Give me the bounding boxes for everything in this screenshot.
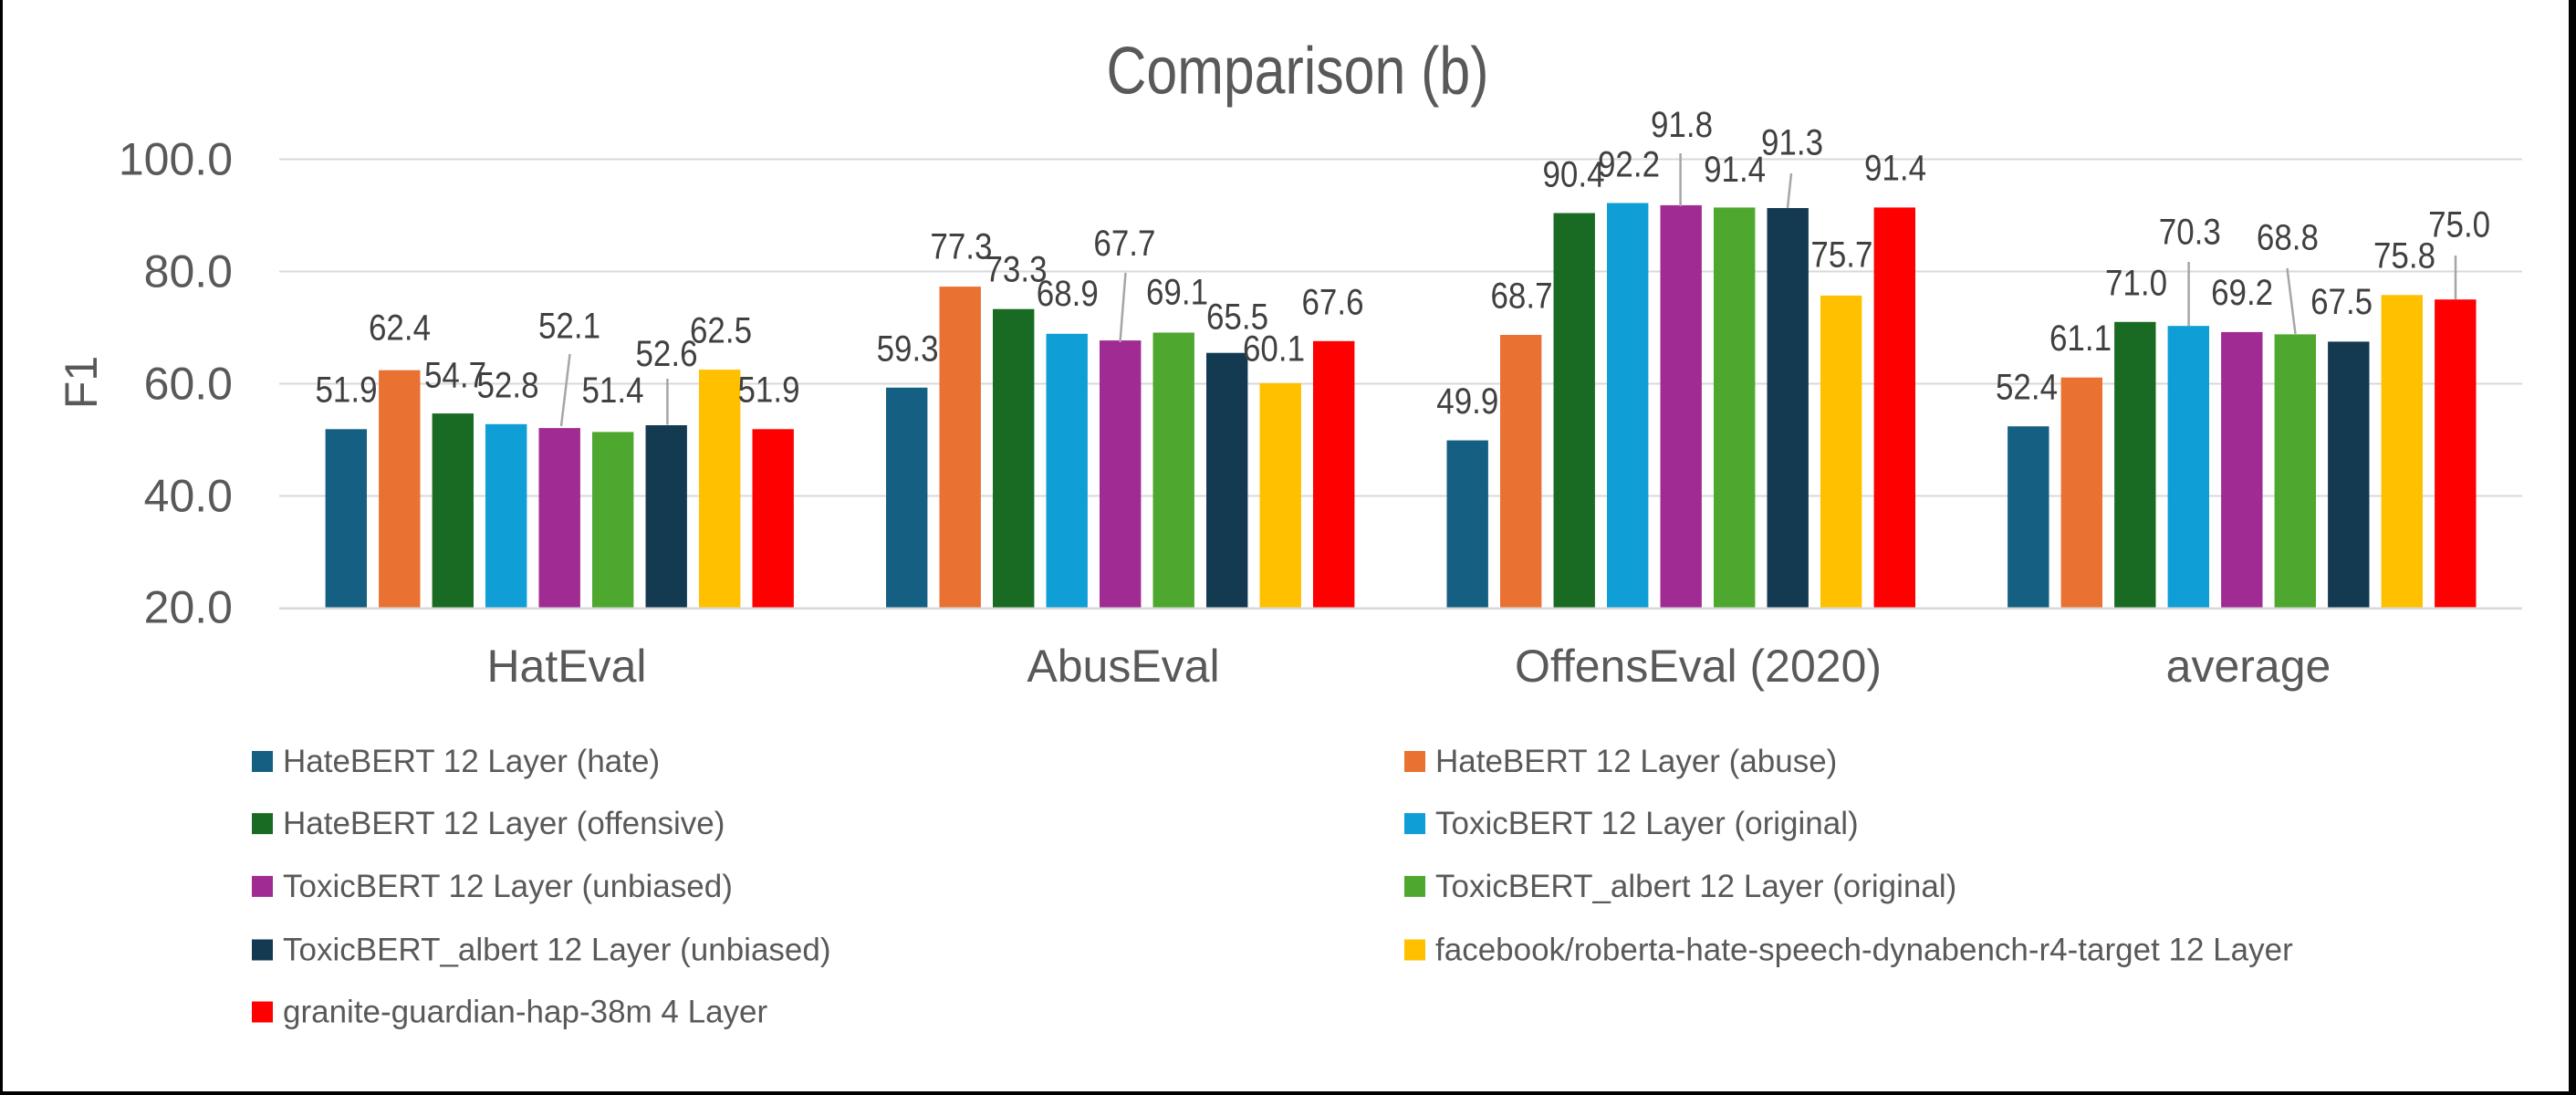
svg-text:51.4: 51.4 — [582, 370, 644, 411]
svg-text:HateBERT 12 Layer (offensive): HateBERT 12 Layer (offensive) — [283, 806, 725, 841]
svg-text:67.6: 67.6 — [1302, 283, 1364, 323]
svg-text:granite-guardian-hap-38m 4 Lay: granite-guardian-hap-38m 4 Layer — [283, 995, 767, 1030]
svg-text:49.9: 49.9 — [1436, 381, 1498, 422]
svg-text:HateBERT 12 Layer (hate): HateBERT 12 Layer (hate) — [283, 744, 660, 779]
svg-text:ToxicBERT 12 Layer (original): ToxicBERT 12 Layer (original) — [1435, 806, 1859, 841]
svg-text:ToxicBERT_albert 12 Layer (ori: ToxicBERT_albert 12 Layer (original) — [1435, 869, 1956, 904]
svg-text:91.4: 91.4 — [1704, 150, 1766, 190]
svg-text:91.4: 91.4 — [1864, 149, 1926, 189]
svg-text:AbusEval: AbusEval — [1027, 641, 1219, 692]
svg-text:52.8: 52.8 — [477, 366, 539, 406]
svg-text:20.0: 20.0 — [144, 582, 233, 633]
svg-text:65.5: 65.5 — [1206, 297, 1268, 338]
svg-text:80.0: 80.0 — [144, 246, 233, 297]
svg-text:75.7: 75.7 — [1810, 235, 1872, 276]
svg-text:62.5: 62.5 — [690, 311, 752, 351]
svg-text:40.0: 40.0 — [144, 471, 233, 522]
svg-text:ToxicBERT_albert 12 Layer (unb: ToxicBERT_albert 12 Layer (unbiased) — [283, 933, 831, 968]
svg-text:75.0: 75.0 — [2428, 205, 2490, 245]
svg-text:68.8: 68.8 — [2257, 218, 2319, 258]
svg-text:59.3: 59.3 — [877, 328, 939, 369]
svg-text:HatEval: HatEval — [486, 641, 646, 692]
svg-text:62.4: 62.4 — [369, 308, 431, 349]
svg-text:92.2: 92.2 — [1598, 145, 1660, 185]
svg-text:52.4: 52.4 — [1996, 368, 2058, 408]
svg-text:75.8: 75.8 — [2373, 236, 2435, 276]
svg-text:51.9: 51.9 — [316, 370, 378, 411]
svg-text:Comparison (b): Comparison (b) — [1107, 35, 1489, 109]
svg-text:90.4: 90.4 — [1543, 155, 1605, 195]
svg-text:68.9: 68.9 — [1037, 274, 1099, 314]
svg-text:69.2: 69.2 — [2211, 273, 2273, 313]
svg-text:60.1: 60.1 — [1243, 329, 1305, 370]
svg-text:67.5: 67.5 — [2310, 282, 2373, 322]
svg-text:71.0: 71.0 — [2105, 264, 2167, 304]
svg-text:average: average — [2166, 641, 2331, 692]
svg-text:F1: F1 — [56, 356, 107, 409]
svg-text:ToxicBERT 12 Layer (unbiased): ToxicBERT 12 Layer (unbiased) — [283, 869, 733, 904]
svg-text:73.3: 73.3 — [986, 250, 1048, 290]
svg-text:60.0: 60.0 — [144, 359, 233, 410]
svg-text:OffensEval (2020): OffensEval (2020) — [1515, 641, 1882, 692]
svg-text:69.1: 69.1 — [1146, 273, 1208, 313]
svg-text:51.9: 51.9 — [738, 370, 800, 411]
svg-text:54.7: 54.7 — [424, 356, 486, 396]
svg-text:HateBERT 12 Layer (abuse): HateBERT 12 Layer (abuse) — [1435, 744, 1837, 779]
svg-text:91.3: 91.3 — [1761, 123, 1823, 163]
svg-text:70.3: 70.3 — [2159, 213, 2221, 253]
svg-text:100.0: 100.0 — [119, 134, 233, 185]
svg-text:facebook/roberta-hate-speech-d: facebook/roberta-hate-speech-dynabench-r… — [1435, 933, 2293, 968]
svg-text:52.6: 52.6 — [636, 334, 698, 374]
svg-text:67.7: 67.7 — [1093, 224, 1155, 264]
svg-text:91.8: 91.8 — [1651, 105, 1713, 145]
svg-text:77.3: 77.3 — [930, 227, 992, 267]
svg-text:52.1: 52.1 — [538, 307, 600, 347]
svg-text:61.1: 61.1 — [2049, 318, 2112, 359]
svg-text:68.7: 68.7 — [1491, 276, 1553, 317]
